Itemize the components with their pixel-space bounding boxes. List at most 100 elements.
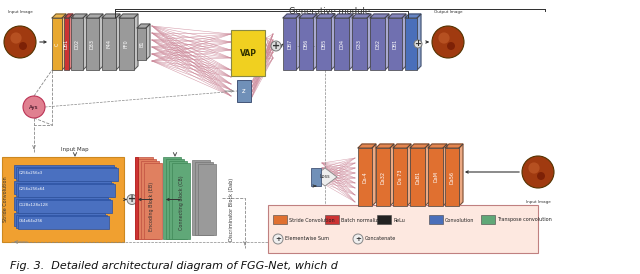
Circle shape (438, 32, 450, 44)
Polygon shape (334, 14, 353, 18)
Bar (14, 197, 108, 210)
Polygon shape (134, 14, 138, 70)
Text: D32: D32 (375, 39, 380, 49)
Bar (16, 167, 116, 179)
Bar (377, 215, 391, 224)
Bar (358, 148, 372, 206)
Bar (388, 18, 402, 70)
Text: FF0: FF0 (124, 40, 129, 48)
Text: Ays: Ays (29, 104, 39, 110)
Bar (163, 157, 181, 239)
Text: Fig. 3.  Detailed architectural diagram of FGG-Net, which d: Fig. 3. Detailed architectural diagram o… (10, 261, 338, 271)
Polygon shape (296, 14, 300, 70)
Polygon shape (370, 14, 389, 18)
Text: DB5: DB5 (321, 39, 326, 49)
Bar (231, 30, 265, 76)
Text: +: + (355, 236, 361, 242)
Bar (299, 18, 313, 70)
Circle shape (529, 162, 540, 174)
Circle shape (23, 96, 45, 118)
Text: Loss: Loss (320, 175, 330, 179)
Polygon shape (116, 14, 120, 70)
Text: Connecting Block (CB): Connecting Block (CB) (179, 176, 184, 230)
Text: DaM: DaM (433, 172, 438, 182)
Text: Convolution: Convolution (445, 218, 474, 222)
Circle shape (414, 40, 422, 48)
Text: Input Map: Input Map (61, 147, 89, 152)
Bar (144, 163, 162, 239)
Polygon shape (352, 14, 371, 18)
Circle shape (522, 156, 554, 188)
Text: Output Image: Output Image (434, 10, 462, 14)
Text: C256x256x3: C256x256x3 (19, 171, 44, 175)
Polygon shape (376, 144, 394, 148)
Text: D33: D33 (90, 39, 95, 49)
Text: C256x256x64: C256x256x64 (19, 187, 45, 191)
Bar (192, 160, 210, 235)
Bar (393, 148, 407, 206)
Circle shape (273, 234, 283, 244)
Text: Batch normalization: Batch normalization (341, 218, 390, 222)
Bar (64, 18, 69, 70)
Circle shape (10, 32, 22, 44)
Bar (325, 215, 339, 224)
Text: ReLu: ReLu (393, 218, 405, 222)
Bar (445, 148, 459, 206)
Polygon shape (428, 144, 447, 148)
Polygon shape (313, 168, 337, 186)
Polygon shape (417, 14, 421, 70)
Text: Da56: Da56 (449, 170, 454, 184)
Polygon shape (372, 144, 376, 206)
Bar (16, 215, 107, 227)
Bar (429, 215, 443, 224)
Text: DB1: DB1 (64, 39, 69, 49)
Polygon shape (388, 14, 406, 18)
Bar (18, 168, 118, 181)
Polygon shape (445, 144, 463, 148)
Polygon shape (393, 144, 411, 148)
Bar (135, 157, 138, 239)
Text: Stride Convolution: Stride Convolution (3, 177, 8, 222)
Circle shape (353, 234, 363, 244)
Text: z: z (242, 88, 246, 94)
Bar (352, 18, 367, 70)
Bar (141, 161, 159, 239)
Text: G33: G33 (357, 39, 362, 49)
Polygon shape (316, 14, 335, 18)
Bar (102, 18, 116, 70)
Bar (405, 18, 417, 70)
Polygon shape (410, 144, 429, 148)
Bar (138, 159, 156, 239)
Bar (237, 80, 251, 102)
Polygon shape (119, 14, 138, 18)
Text: DB7: DB7 (287, 39, 292, 49)
Polygon shape (86, 14, 103, 18)
Bar (172, 163, 190, 239)
Bar (370, 18, 385, 70)
Polygon shape (405, 14, 421, 18)
Text: C128x128x128: C128x128x128 (19, 203, 49, 207)
Text: Transpose convolution: Transpose convolution (497, 218, 552, 222)
Polygon shape (64, 14, 73, 18)
Circle shape (537, 172, 545, 180)
Polygon shape (146, 24, 150, 60)
Bar (86, 18, 99, 70)
Bar (283, 18, 296, 70)
Circle shape (127, 195, 137, 204)
Bar (2, 157, 124, 242)
Text: +: + (128, 195, 136, 204)
Polygon shape (283, 14, 300, 18)
Text: DB6: DB6 (303, 39, 308, 49)
Text: C64x64x256: C64x64x256 (19, 219, 44, 223)
Text: D04: D04 (339, 39, 344, 49)
Bar (71, 18, 83, 70)
Polygon shape (299, 14, 317, 18)
Polygon shape (99, 14, 103, 70)
Text: +: + (272, 41, 280, 51)
Polygon shape (313, 14, 317, 70)
Text: +: + (415, 39, 422, 48)
Polygon shape (71, 14, 87, 18)
Text: Discriminator Block (Dab): Discriminator Block (Dab) (230, 178, 234, 241)
Text: Elementwise Sum: Elementwise Sum (285, 236, 329, 241)
Text: Concatenate: Concatenate (365, 236, 396, 241)
